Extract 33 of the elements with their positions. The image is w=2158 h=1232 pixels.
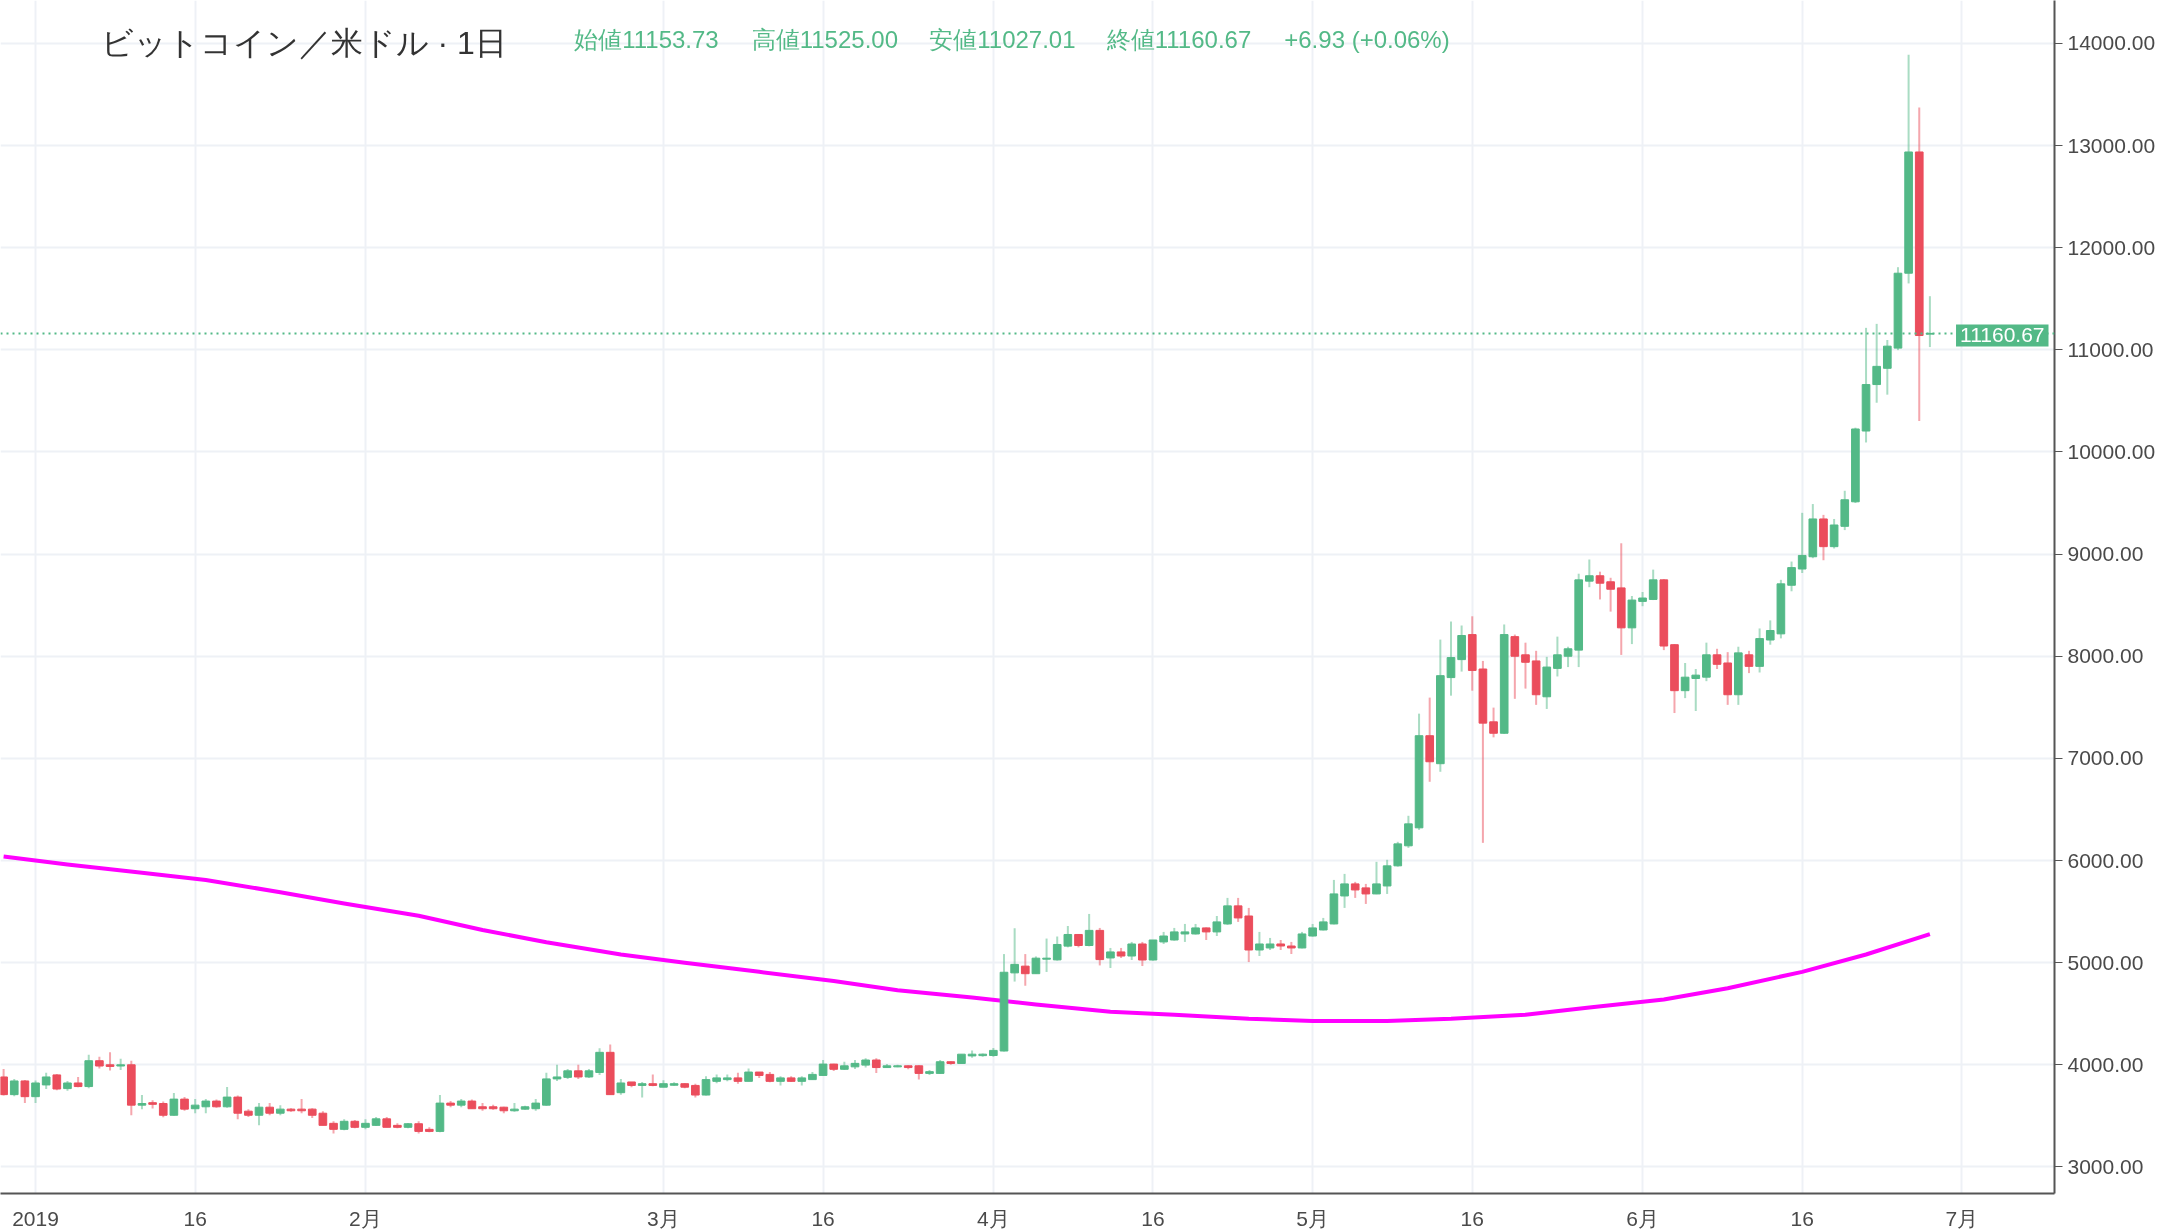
x-tick-label: 3月 [647, 1206, 680, 1230]
y-tick-label: 5000.00 [2067, 950, 2144, 974]
y-tick-label: 3000.00 [2067, 1154, 2144, 1178]
y-tick-label: 8000.00 [2067, 644, 2144, 668]
x-tick-label: 16 [1141, 1206, 1165, 1230]
line-series [1, 854, 1932, 1023]
y-tick-label: 6000.00 [2067, 848, 2144, 872]
annotation: +6.93 (+0.06%) [1284, 25, 1450, 53]
y-tick-label: 7000.00 [2067, 746, 2144, 770]
y-tick-label: 14000.00 [2067, 31, 2156, 55]
annotation: 始値11153.73 [574, 25, 719, 53]
x-tick-label: 16 [1460, 1206, 1484, 1230]
y-tick-label: 13000.00 [2067, 133, 2156, 157]
y-tick-label: 12000.00 [2067, 235, 2156, 259]
x-tick-label: 5月 [1296, 1206, 1329, 1230]
text: ビットコイン／米ドル · 1日 [100, 24, 507, 61]
y-tick-label: 10000.00 [2067, 439, 2156, 463]
x-tick-label: 2019 [12, 1206, 59, 1230]
y-tick-label: 9000.00 [2067, 542, 2144, 566]
ref-line-label: 11160.67 [1960, 323, 2045, 347]
x-tick-label: 4月 [977, 1206, 1010, 1230]
x-tick-label: 6月 [1626, 1206, 1659, 1230]
x-tick-label: 16 [183, 1206, 207, 1230]
y-tick-label: 4000.00 [2067, 1052, 2144, 1076]
annotation: 終値11160.67 [1105, 25, 1252, 53]
x-tick-label: 7月 [1945, 1206, 1979, 1230]
x-tick-label: 16 [811, 1206, 835, 1230]
y-tick-label: 11000.00 [2067, 337, 2154, 361]
x-tick-label: 16 [1790, 1206, 1814, 1230]
x-tick-label: 2月 [349, 1206, 382, 1230]
candlestick [1148, 938, 1158, 962]
annotation: 安値11027.01 [929, 25, 1076, 53]
annotation: 高値11525.00 [751, 25, 899, 53]
